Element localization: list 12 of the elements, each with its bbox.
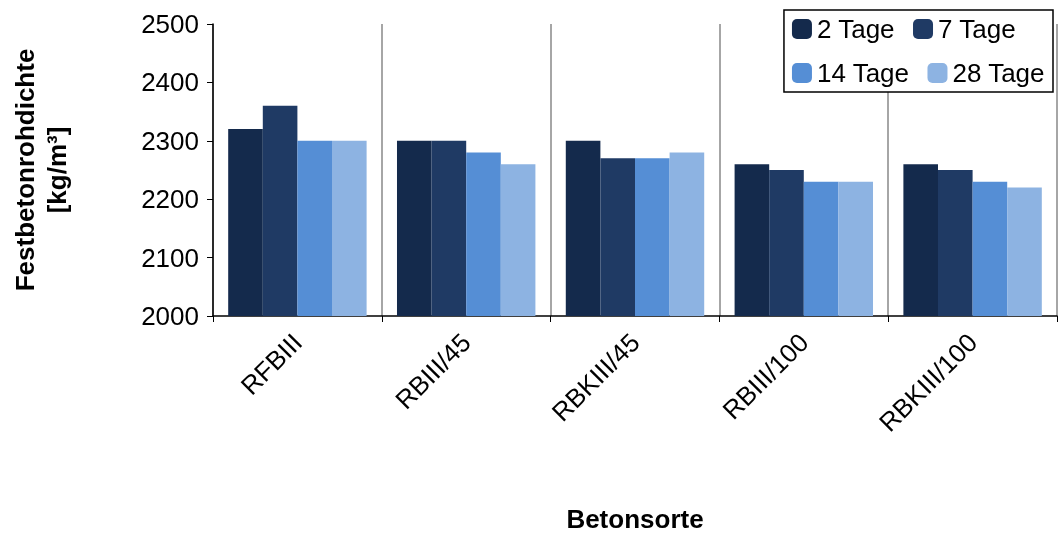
y-tick-label: 2500	[141, 9, 199, 39]
y-tick-label: 2400	[141, 67, 199, 98]
y-tick-label: 2200	[141, 184, 199, 215]
legend-label: 28 Tage	[952, 58, 1045, 88]
legend-label: 14 Tage	[816, 58, 910, 88]
legend-label: 7 Tage	[938, 14, 1016, 44]
x-axis-title: Betonsorte	[566, 504, 704, 534]
y-tick-label: 2100	[141, 242, 199, 273]
legend-label: 2 Tage	[816, 14, 895, 44]
y-axis-title: Festbetonrohdichte [kg/m³]	[10, 48, 72, 292]
y-tick-label: 2300	[141, 125, 199, 156]
y-tick-label: 2000	[141, 301, 199, 331]
